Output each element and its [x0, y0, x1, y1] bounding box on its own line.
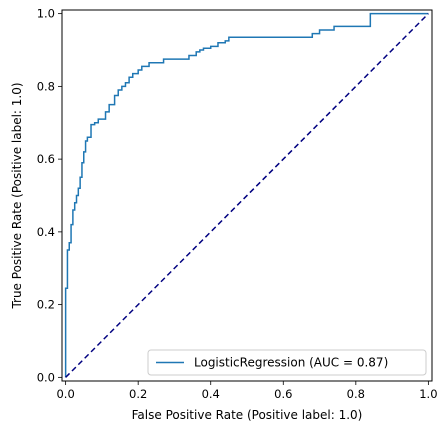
- x-tick-label: 0.0: [56, 387, 74, 401]
- y-tick-label: 0.4: [37, 225, 55, 239]
- x-tick-label: 1.0: [419, 387, 437, 401]
- y-tick-label: 1.0: [37, 7, 55, 21]
- x-tick-label: 0.2: [129, 387, 147, 401]
- legend-box: [147, 349, 427, 376]
- y-tick-label: 0.2: [37, 298, 55, 312]
- axes-frame: [61, 9, 433, 382]
- x-axis-ticks: 0.0 0.2 0.4 0.6 0.8 1.0: [56, 381, 438, 401]
- y-tick-label: 0.0: [37, 370, 55, 384]
- legend: LogisticRegression (AUC = 0.87): [147, 349, 427, 376]
- x-axis-label: False Positive Rate (Positive label: 1.0…: [132, 408, 363, 422]
- y-axis-label: True Positive Rate (Positive label: 1.0): [10, 82, 24, 309]
- legend-entry-logistic-regression: LogisticRegression (AUC = 0.87): [194, 356, 388, 370]
- y-tick-label: 0.6: [37, 152, 55, 166]
- x-tick-label: 0.6: [274, 387, 292, 401]
- x-tick-label: 0.4: [202, 387, 220, 401]
- roc-curve-line: [64, 12, 429, 378]
- chance-diagonal-line: [65, 13, 429, 378]
- y-axis-ticks: 0.0 0.2 0.4 0.6 0.8 1.0: [37, 7, 62, 384]
- x-tick-label: 0.8: [347, 387, 365, 401]
- plot-area: [64, 12, 429, 378]
- y-tick-label: 0.8: [37, 79, 55, 93]
